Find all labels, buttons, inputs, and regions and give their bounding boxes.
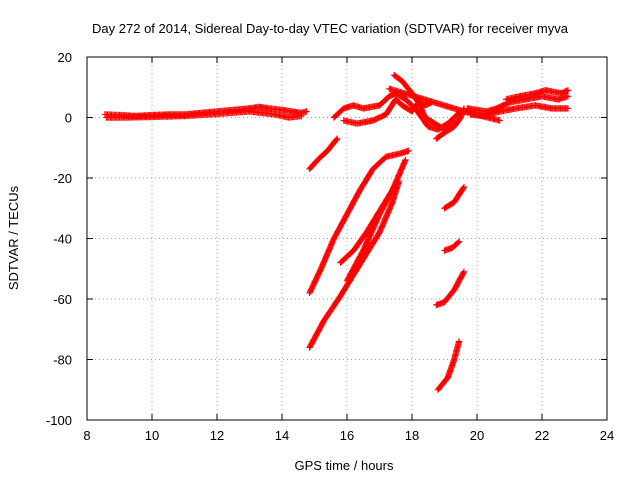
data-points — [101, 72, 572, 393]
data-point — [455, 338, 463, 345]
data-point — [460, 185, 467, 192]
data-point — [391, 182, 399, 189]
y-axis-label: SDTVAR / TECUs — [6, 185, 21, 290]
data-point — [334, 135, 341, 142]
data-point — [402, 156, 409, 164]
x-tick-label: 14 — [275, 428, 289, 443]
x-tick-label: 16 — [340, 428, 354, 443]
x-tick-label: 20 — [470, 428, 484, 443]
x-axis-ticks: 8 10 12 14 16 18 20 22 24 — [83, 57, 614, 443]
data-point — [405, 147, 412, 154]
chart-title: Day 272 of 2014, Sidereal Day-to-day VTE… — [92, 21, 569, 36]
x-tick-label: 10 — [145, 428, 159, 443]
data-point — [395, 177, 403, 185]
data-point — [455, 238, 463, 245]
data-point — [564, 105, 572, 112]
y-tick-label: -100 — [46, 413, 72, 428]
x-tick-label: 18 — [405, 428, 419, 443]
x-tick-label: 12 — [210, 428, 224, 443]
data-point — [333, 136, 340, 143]
x-axis-label: GPS time / hours — [295, 458, 394, 473]
y-tick-label: 20 — [58, 50, 72, 65]
data-point — [298, 112, 305, 120]
y-tick-label: 0 — [65, 111, 72, 126]
x-tick-label: 24 — [600, 428, 614, 443]
y-tick-label: -20 — [53, 171, 72, 186]
data-point — [564, 87, 572, 94]
data-point — [496, 117, 503, 124]
y-tick-label: -60 — [53, 292, 72, 307]
data-point — [392, 180, 399, 188]
x-tick-label: 22 — [535, 428, 549, 443]
data-point — [460, 268, 468, 275]
data-point — [460, 269, 467, 277]
y-axis-ticks: -100 -80 -60 -40 -20 0 20 — [46, 50, 607, 428]
y-tick-label: -40 — [53, 232, 72, 247]
y-tick-label: -80 — [53, 353, 72, 368]
data-point — [455, 239, 462, 246]
x-tick-label: 8 — [83, 428, 90, 443]
data-point — [303, 108, 310, 115]
data-point — [460, 183, 468, 191]
data-point — [564, 93, 572, 100]
